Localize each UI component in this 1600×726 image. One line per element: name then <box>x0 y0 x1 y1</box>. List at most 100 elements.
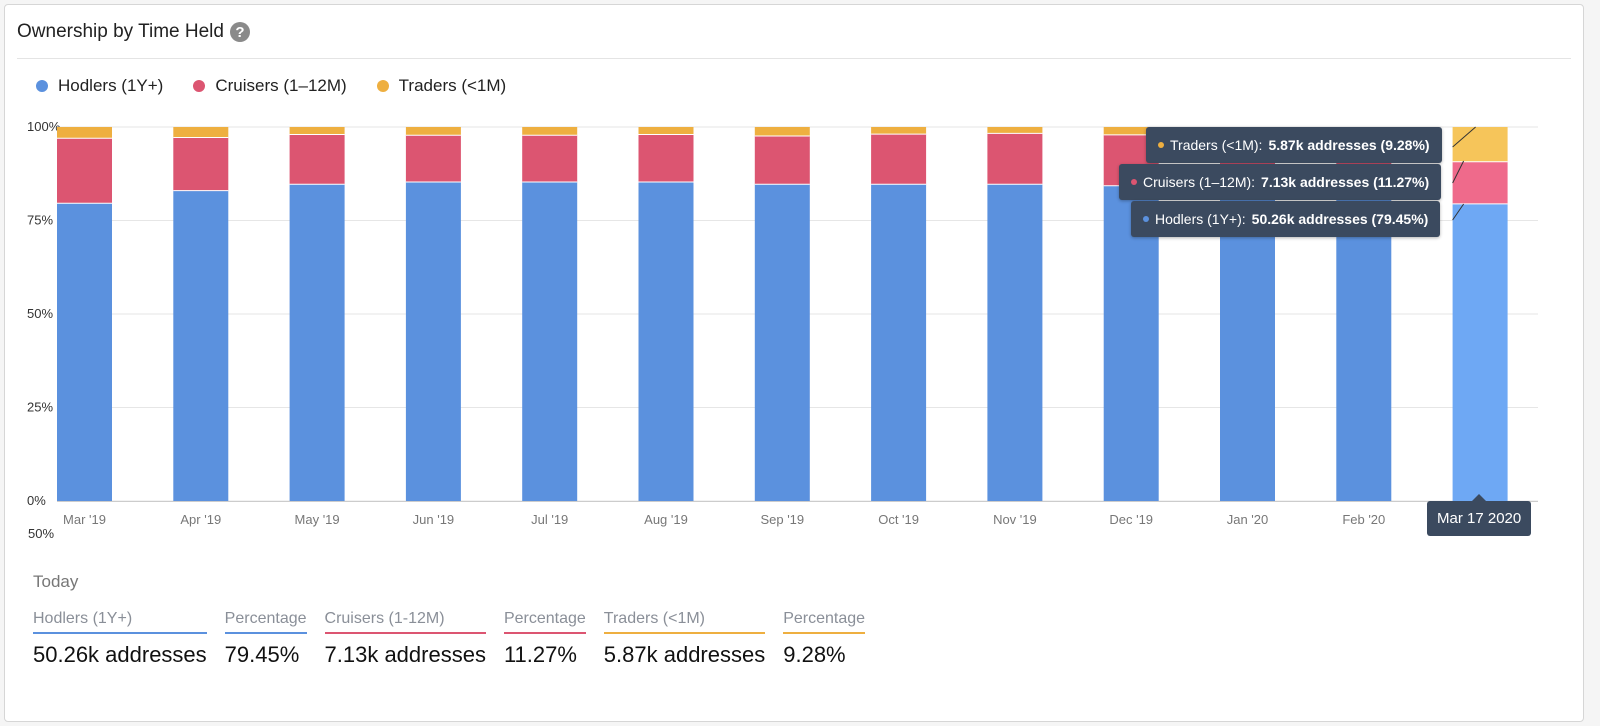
x-tick-label: Aug '19 <box>644 512 688 527</box>
x-tick-label: Mar '19 <box>63 512 106 527</box>
bar-segment-traders[interactable] <box>1452 127 1508 162</box>
bar-segment-hodlers[interactable] <box>754 184 810 502</box>
bar-segment-traders[interactable] <box>638 127 694 135</box>
tooltip-cruisers-value: 7.13k addresses (11.27%) <box>1261 174 1430 190</box>
summary-value: 79.45% <box>224 642 300 667</box>
bar-segment-cruisers[interactable] <box>405 135 461 182</box>
tooltip-traders-name: Traders (<1M): <box>1170 137 1263 153</box>
bar-segment-hodlers[interactable] <box>173 190 229 501</box>
legend-label-hodlers: Hodlers (1Y+) <box>58 76 164 95</box>
tooltip-dot-cruisers <box>1131 179 1137 185</box>
bar-segment-traders[interactable] <box>57 127 112 139</box>
today-label: Today <box>33 572 79 591</box>
bar-segment-traders[interactable] <box>173 127 229 138</box>
x-tick-label: Nov '19 <box>993 512 1037 527</box>
bar-segment-cruisers[interactable] <box>57 138 112 204</box>
summary-hodlers-percent: Percentage 79.45% <box>224 610 307 668</box>
legend-item-hodlers[interactable]: Hodlers (1Y+) <box>36 76 163 96</box>
tooltip-cruisers: Cruisers (1–12M): 7.13k addresses (11.27… <box>1119 164 1442 200</box>
bar-segment-traders[interactable] <box>871 127 927 135</box>
bar-segment-traders[interactable] <box>754 127 810 136</box>
summary-traders-count: Traders (<1M) 5.87k addresses <box>603 610 766 668</box>
stray-axis-label: 50% <box>28 526 55 541</box>
summary-head: Cruisers (1-12M) <box>324 610 486 634</box>
x-tick-label: Jun '19 <box>413 512 455 527</box>
summary-traders-percent: Percentage 9.28% <box>783 610 866 668</box>
tooltip-cruisers-name: Cruisers (1–12M): <box>1143 174 1256 190</box>
date-tooltip: Mar 17 2020 <box>1427 494 1532 536</box>
x-tick-label: Sep '19 <box>760 512 804 527</box>
bar-segment-cruisers[interactable] <box>638 134 694 182</box>
tooltip-connector <box>1452 160 1465 184</box>
bar-segment-hodlers[interactable] <box>1336 194 1392 501</box>
summary-value: 50.26k addresses <box>33 642 207 667</box>
summary-head: Percentage <box>503 610 586 634</box>
legend-dot-hodlers <box>36 80 48 92</box>
bar-segment-cruisers[interactable] <box>871 134 927 185</box>
y-tick-label: 0% <box>27 493 46 508</box>
chart-legend: Hodlers (1Y+) Cruisers (1–12M) Traders (… <box>36 76 506 96</box>
bar-segment-cruisers[interactable] <box>987 133 1043 185</box>
legend-item-traders[interactable]: Traders (<1M) <box>376 76 507 96</box>
tooltip-hodlers-value: 50.26k addresses (79.45%) <box>1251 211 1429 227</box>
page-title: Ownership by Time Held <box>17 21 224 42</box>
x-tick-label: Oct '19 <box>878 512 919 527</box>
bar-segment-traders[interactable] <box>987 127 1043 134</box>
bar-segment-cruisers[interactable] <box>754 135 810 185</box>
summary-head: Percentage <box>224 610 307 634</box>
bar-segment-hodlers[interactable] <box>871 184 927 502</box>
x-tick-label: Jan '20 <box>1227 512 1269 527</box>
help-icon[interactable]: ? <box>229 22 250 42</box>
bar-segment-hodlers[interactable] <box>289 184 345 502</box>
summary-head: Percentage <box>783 610 866 634</box>
summary-cruisers-count: Cruisers (1-12M) 7.13k addresses <box>324 610 486 668</box>
tooltip-hodlers: Hodlers (1Y+): 50.26k addresses (79.45%) <box>1131 201 1441 237</box>
tooltip-connector <box>1452 203 1465 221</box>
divider <box>17 58 1571 59</box>
y-tick-label: 25% <box>27 400 53 415</box>
summary-head: Hodlers (1Y+) <box>33 610 207 634</box>
y-tick-label: 50% <box>27 306 53 321</box>
x-tick-label: Dec '19 <box>1109 512 1153 527</box>
x-tick-label: May '19 <box>295 512 340 527</box>
bar-segment-cruisers[interactable] <box>173 137 229 191</box>
summary-value: 9.28% <box>783 642 846 667</box>
legend-dot-traders <box>376 80 389 92</box>
y-tick-label: 75% <box>27 213 53 228</box>
tooltip-hodlers-name: Hodlers (1Y+): <box>1155 211 1246 227</box>
bar-segment-traders[interactable] <box>289 127 345 135</box>
bar-segment-hodlers[interactable] <box>1452 203 1508 501</box>
bar-segment-traders[interactable] <box>405 127 461 136</box>
bar-segment-cruisers[interactable] <box>1452 161 1508 204</box>
x-tick-label: Jul '19 <box>531 512 568 527</box>
bar-segment-hodlers[interactable] <box>57 203 112 501</box>
tooltip-connector <box>1452 126 1476 148</box>
bar-segment-hodlers[interactable] <box>638 181 694 501</box>
bar-segment-hodlers[interactable] <box>405 181 461 501</box>
legend-dot-cruisers <box>193 80 206 92</box>
summary-cruisers-percent: Percentage 11.27% <box>503 610 586 668</box>
y-tick-label: 100% <box>27 119 61 134</box>
summary-value: 7.13k addresses <box>324 642 486 667</box>
bar-segment-cruisers[interactable] <box>289 134 345 185</box>
bar-segment-traders[interactable] <box>1103 127 1159 135</box>
title-row: Ownership by Time Held ? <box>17 21 250 43</box>
bar-segment-hodlers[interactable] <box>1220 186 1275 501</box>
summary-head: Traders (<1M) <box>603 610 766 634</box>
legend-label-cruisers: Cruisers (1–12M) <box>215 76 347 95</box>
bar-segment-traders[interactable] <box>522 127 578 136</box>
tooltip-dot-traders <box>1158 142 1164 148</box>
tooltip-traders-value: 5.87k addresses (9.28%) <box>1268 137 1430 153</box>
bar-segment-hodlers[interactable] <box>1103 185 1159 501</box>
x-tick-label: Apr '19 <box>180 512 221 527</box>
tooltip-dot-hodlers <box>1143 216 1149 222</box>
legend-label-traders: Traders (<1M) <box>398 76 507 95</box>
summary-hodlers-count: Hodlers (1Y+) 50.26k addresses <box>33 610 207 668</box>
today-summary: Hodlers (1Y+) 50.26k addresses Percentag… <box>33 610 866 668</box>
bar-segment-hodlers[interactable] <box>522 181 578 501</box>
bar-segment-hodlers[interactable] <box>987 184 1043 502</box>
summary-value: 11.27% <box>503 642 577 667</box>
tooltip-traders: Traders (<1M): 5.87k addresses (9.28%) <box>1146 127 1442 163</box>
bar-segment-cruisers[interactable] <box>522 135 578 182</box>
legend-item-cruisers[interactable]: Cruisers (1–12M) <box>193 76 347 96</box>
